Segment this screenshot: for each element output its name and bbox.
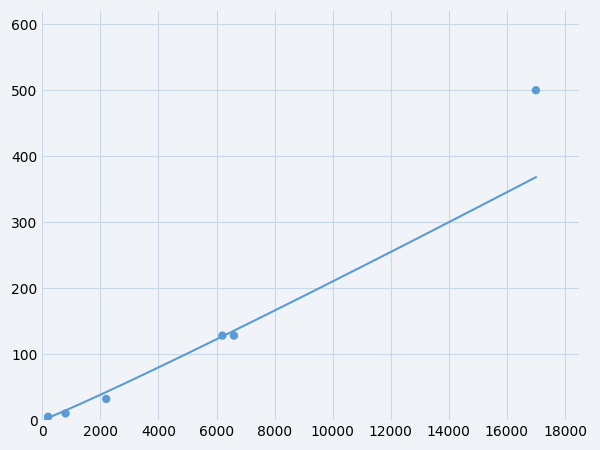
Point xyxy=(218,332,227,339)
Point xyxy=(531,87,541,94)
Point xyxy=(101,395,111,402)
Point xyxy=(61,410,70,417)
Point xyxy=(229,332,239,339)
Point xyxy=(43,413,53,420)
